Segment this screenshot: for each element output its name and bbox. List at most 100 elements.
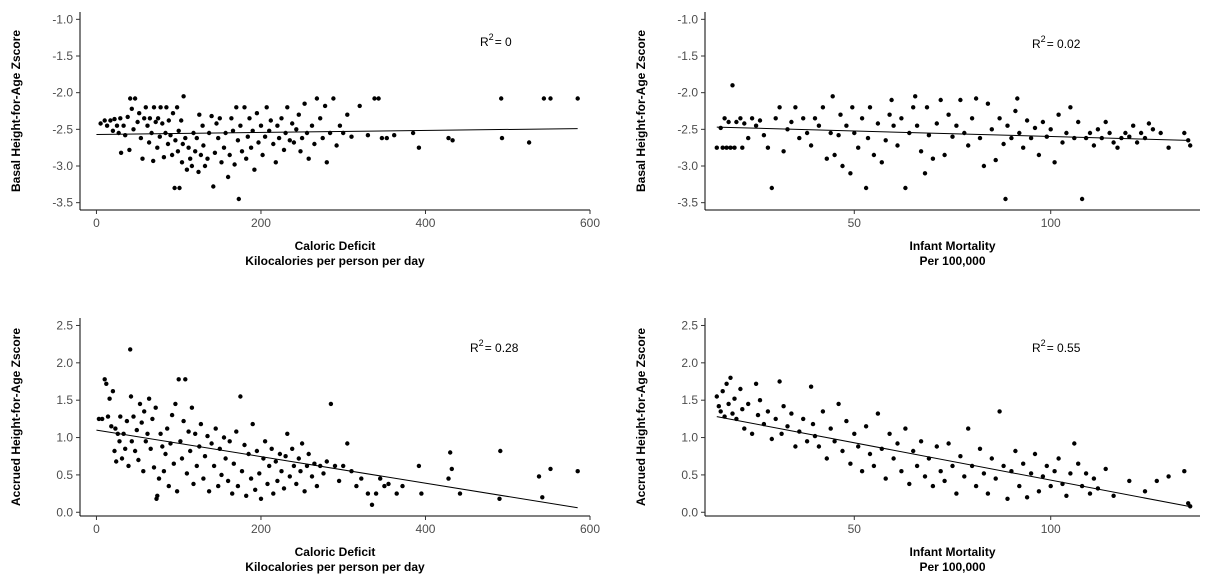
- data-point: [121, 123, 126, 128]
- r-squared-exponent: 2: [1041, 338, 1046, 348]
- y-tick-label: 0.5: [681, 468, 698, 482]
- data-point: [231, 461, 236, 466]
- data-point: [242, 442, 247, 448]
- data-point: [993, 476, 998, 481]
- data-point: [291, 140, 297, 145]
- data-point: [129, 106, 134, 112]
- data-point: [170, 111, 176, 116]
- data-point: [157, 134, 162, 139]
- data-point: [332, 463, 338, 469]
- r-squared-symbol: R: [1032, 341, 1041, 355]
- data-point: [728, 145, 733, 150]
- y-tick-label: -2.5: [52, 122, 73, 136]
- data-point: [166, 118, 171, 123]
- data-point: [141, 469, 146, 474]
- data-point: [753, 123, 759, 128]
- data-point: [147, 116, 153, 121]
- data-point: [777, 105, 782, 110]
- data-point: [127, 147, 132, 153]
- data-point: [244, 493, 249, 498]
- data-point: [832, 439, 837, 444]
- data-point: [1048, 483, 1053, 489]
- data-point: [977, 135, 983, 141]
- data-point: [950, 134, 955, 139]
- data-point: [186, 429, 191, 434]
- data-point: [384, 135, 389, 141]
- data-point: [789, 411, 794, 416]
- data-point: [235, 483, 241, 489]
- data-point: [997, 116, 1002, 121]
- data-point: [123, 133, 128, 138]
- data-point: [213, 426, 218, 431]
- y-tick-label: 2.0: [56, 356, 73, 370]
- data-point: [142, 409, 147, 414]
- data-point: [891, 456, 896, 461]
- r-squared-symbol: R: [1032, 37, 1041, 51]
- data-point: [738, 116, 743, 121]
- x-axis-subtitle: Per 100,000: [919, 560, 985, 574]
- data-point: [290, 121, 295, 126]
- chart-panel-top-left: -1.0 -1.5 -2.0 -2.5 -3.0 -3.5 0 200 400 600 Calori…: [9, 12, 600, 268]
- r-squared-annotation: R2= 0.28: [470, 338, 519, 355]
- data-point: [903, 185, 908, 191]
- data-point: [179, 456, 185, 461]
- data-point: [922, 474, 928, 479]
- data-point: [1028, 471, 1034, 476]
- data-point: [918, 439, 924, 444]
- data-point: [867, 105, 873, 110]
- data-point: [302, 101, 307, 106]
- data-point: [102, 377, 107, 382]
- data-point: [142, 116, 147, 121]
- data-point: [121, 431, 126, 436]
- data-point: [1017, 483, 1022, 489]
- data-point: [163, 451, 168, 457]
- data-point: [1091, 143, 1097, 148]
- data-point: [498, 448, 503, 454]
- data-point: [306, 451, 311, 457]
- data-point: [253, 487, 258, 492]
- data-point: [155, 493, 160, 498]
- data-point: [115, 431, 121, 436]
- data-point: [267, 463, 272, 469]
- data-point: [194, 135, 199, 141]
- data-point: [235, 138, 241, 143]
- data-point: [836, 133, 841, 138]
- data-point: [322, 103, 328, 109]
- data-point: [287, 138, 292, 143]
- data-point: [264, 105, 269, 110]
- data-point: [211, 184, 216, 189]
- data-point: [188, 448, 193, 454]
- data-point: [942, 478, 947, 484]
- x-axis-subtitle: Kilocalories per person per day: [245, 560, 425, 574]
- data-point: [118, 150, 124, 155]
- data-point: [125, 114, 130, 120]
- data-point: [773, 116, 778, 121]
- data-point: [193, 149, 198, 154]
- data-point: [209, 441, 214, 446]
- data-point: [382, 483, 387, 489]
- data-point: [1021, 461, 1026, 466]
- data-point: [1068, 471, 1073, 476]
- data-point: [446, 476, 451, 481]
- data-point: [234, 429, 239, 434]
- y-tick-label: -1.5: [677, 49, 698, 63]
- data-point: [296, 112, 301, 117]
- data-point: [118, 116, 123, 121]
- data-point: [738, 386, 743, 392]
- data-point: [989, 127, 994, 132]
- data-point: [899, 469, 904, 474]
- data-point: [716, 404, 721, 409]
- data-point: [769, 185, 774, 191]
- data-point: [327, 130, 333, 136]
- data-point: [541, 96, 547, 101]
- y-tick-label: 1.5: [681, 393, 698, 407]
- data-point: [168, 133, 173, 138]
- data-point: [309, 123, 315, 128]
- data-point: [810, 421, 816, 427]
- data-point: [448, 450, 453, 455]
- data-point: [123, 446, 128, 451]
- data-point: [145, 123, 150, 128]
- data-point: [400, 483, 405, 489]
- data-point: [1115, 145, 1120, 150]
- data-point: [718, 125, 723, 131]
